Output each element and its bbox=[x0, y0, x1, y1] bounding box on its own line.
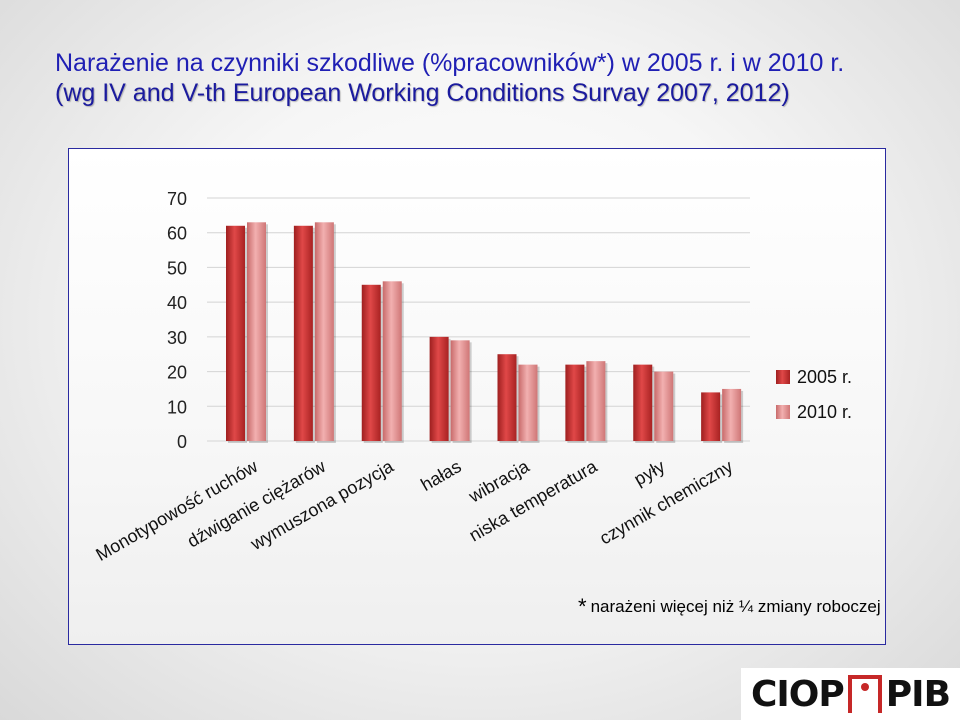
y-tick-label: 0 bbox=[177, 432, 187, 452]
x-tick-label: niska temperatura bbox=[466, 456, 602, 546]
footnote-text: narażeni więcej niż ¼ zmiany roboczej bbox=[590, 597, 881, 616]
legend-label: 2010 r. bbox=[797, 402, 852, 422]
bar-2005 bbox=[361, 284, 381, 441]
bar-2005 bbox=[701, 392, 721, 441]
bar-2010 bbox=[518, 364, 538, 441]
logo-left-text: CIOP bbox=[750, 673, 845, 715]
logo-mark-icon bbox=[847, 675, 882, 713]
title-line-2: (wg IV and V-th European Working Conditi… bbox=[55, 79, 790, 107]
bar-2010 bbox=[654, 371, 674, 441]
legend-swatch bbox=[776, 405, 790, 419]
bar-2010 bbox=[247, 222, 266, 441]
bar-2010 bbox=[382, 281, 402, 441]
x-tick-label: hałas bbox=[417, 456, 464, 495]
y-tick-label: 70 bbox=[167, 189, 187, 209]
bar-2010 bbox=[314, 222, 334, 441]
legend-label: 2005 r. bbox=[797, 367, 852, 387]
y-tick-label: 40 bbox=[167, 293, 187, 313]
ciop-pib-logo: CIOP PIB bbox=[741, 668, 960, 720]
chart-frame bbox=[68, 148, 886, 645]
bar-2005 bbox=[633, 364, 653, 441]
bar-2005 bbox=[565, 364, 585, 441]
bar-2010 bbox=[586, 361, 606, 441]
bar-2005 bbox=[497, 354, 517, 441]
y-tick-label: 20 bbox=[167, 363, 187, 383]
title-line-1: Narażenie na czynniki szkodliwe (%pracow… bbox=[55, 49, 845, 77]
chart-title: Narażenie na czynniki szkodliwe (%pracow… bbox=[55, 48, 935, 108]
y-tick-label: 30 bbox=[167, 328, 187, 348]
bar-2005 bbox=[429, 336, 449, 441]
y-tick-label: 10 bbox=[167, 397, 187, 417]
bar-2005 bbox=[226, 225, 245, 441]
legend-swatch bbox=[776, 370, 790, 384]
y-tick-label: 50 bbox=[167, 258, 187, 278]
footnote-star: * bbox=[578, 594, 587, 619]
y-tick-label: 60 bbox=[167, 224, 187, 244]
bar-2010 bbox=[722, 388, 742, 441]
bar-2010 bbox=[450, 340, 470, 441]
logo-right-text: PIB bbox=[885, 673, 951, 715]
x-tick-label: pyły bbox=[631, 456, 669, 489]
footnote: * narażeni więcej niż ¼ zmiany roboczej bbox=[578, 594, 881, 620]
bar-2005 bbox=[293, 225, 313, 441]
